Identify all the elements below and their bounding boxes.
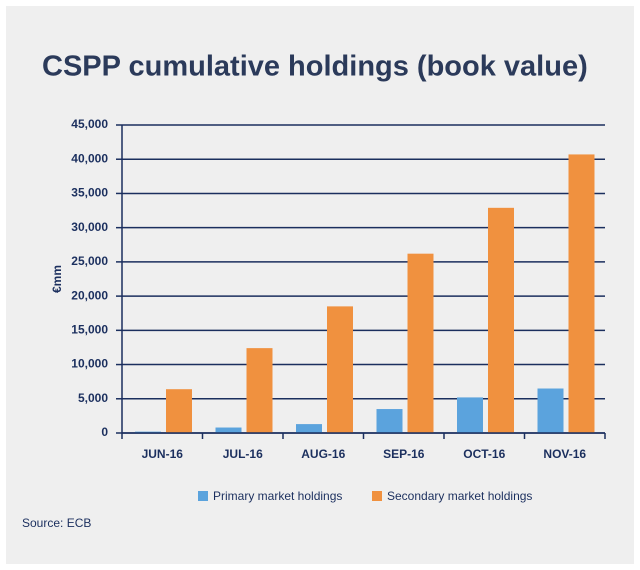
- legend-swatch: [198, 491, 208, 501]
- x-tick-label: NOV-16: [543, 447, 586, 461]
- legend-label: Primary market holdings: [213, 489, 342, 503]
- x-tick-label: AUG-16: [301, 447, 345, 461]
- y-tick-label: 5,000: [78, 391, 108, 405]
- y-tick-label: 30,000: [71, 220, 108, 234]
- x-tick-label: JUN-16: [142, 447, 184, 461]
- y-tick-label: 0: [101, 425, 108, 439]
- legend-label: Secondary market holdings: [387, 489, 532, 503]
- y-tick-label: 25,000: [71, 254, 108, 268]
- bar: [246, 348, 273, 433]
- bar: [568, 154, 595, 434]
- bar: [488, 207, 514, 433]
- bar: [376, 409, 403, 433]
- y-tick-label: 35,000: [71, 186, 108, 200]
- y-axis-label: €mm: [50, 265, 64, 293]
- y-tick-label: 40,000: [71, 151, 108, 165]
- background: [6, 6, 634, 564]
- y-tick-label: 20,000: [71, 288, 108, 302]
- source: Source: ECB: [22, 516, 91, 530]
- x-tick-label: JUL-16: [223, 447, 263, 461]
- bar: [215, 427, 242, 433]
- bar: [457, 397, 483, 433]
- bar: [537, 388, 564, 433]
- bar: [327, 306, 353, 433]
- y-tick-label: 10,000: [71, 357, 108, 371]
- bar: [166, 389, 192, 433]
- legend-swatch: [372, 491, 382, 501]
- chart-title: CSPP cumulative holdings (book value): [42, 51, 588, 83]
- bar: [407, 253, 434, 433]
- x-tick-label: SEP-16: [383, 447, 425, 461]
- y-tick-label: 45,000: [71, 117, 108, 131]
- bar: [296, 424, 322, 433]
- y-tick-label: 15,000: [71, 323, 108, 337]
- x-tick-label: OCT-16: [463, 447, 505, 461]
